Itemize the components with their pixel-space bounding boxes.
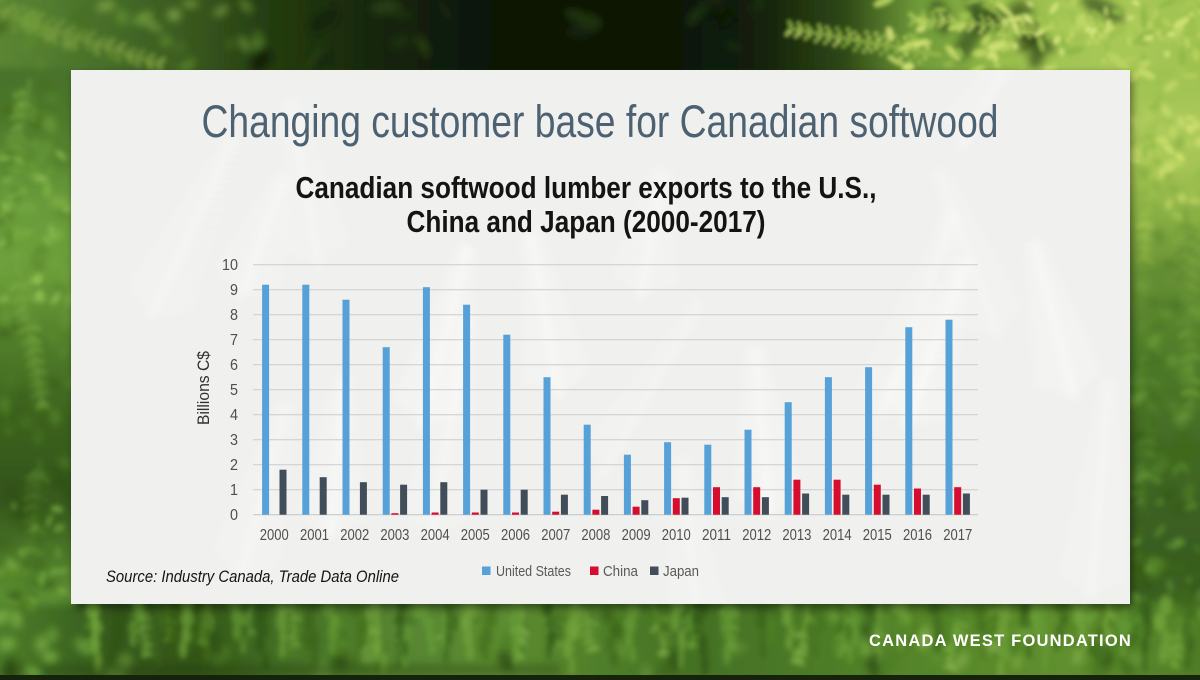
svg-text:2: 2: [230, 457, 238, 474]
svg-text:8: 8: [230, 307, 238, 324]
svg-text:Japan: Japan: [663, 563, 699, 580]
svg-text:Canadian softwood lumber expor: Canadian softwood lumber exports to the …: [296, 170, 877, 205]
svg-text:Changing customer base for Can: Changing customer base for Canadian soft…: [202, 96, 999, 147]
svg-text:6: 6: [230, 357, 238, 374]
svg-text:2003: 2003: [380, 527, 409, 544]
svg-text:2011: 2011: [702, 527, 731, 544]
svg-text:China: China: [603, 563, 639, 580]
svg-text:2017: 2017: [943, 527, 972, 544]
svg-text:4: 4: [230, 407, 238, 424]
svg-text:CANADA WEST FOUNDATION: CANADA WEST FOUNDATION: [869, 632, 1133, 650]
svg-text:Source: Industry Canada, Trade: Source: Industry Canada, Trade Data Onli…: [106, 567, 399, 586]
svg-text:2001: 2001: [300, 527, 329, 544]
svg-text:2006: 2006: [501, 527, 530, 544]
svg-text:2016: 2016: [903, 527, 932, 544]
svg-text:Billions C$: Billions C$: [194, 350, 213, 425]
svg-text:9: 9: [230, 282, 238, 299]
svg-text:5: 5: [230, 382, 238, 399]
svg-text:2007: 2007: [541, 527, 570, 544]
svg-text:2002: 2002: [340, 527, 369, 544]
svg-text:United States: United States: [496, 563, 571, 580]
svg-text:2000: 2000: [260, 527, 289, 544]
svg-text:2009: 2009: [622, 527, 651, 544]
svg-text:2008: 2008: [581, 527, 610, 544]
svg-text:10: 10: [222, 257, 238, 274]
svg-text:1: 1: [230, 482, 238, 499]
svg-text:2010: 2010: [662, 527, 691, 544]
svg-text:China and Japan (2000-2017): China and Japan (2000-2017): [407, 204, 766, 239]
svg-text:7: 7: [230, 332, 238, 349]
svg-text:2005: 2005: [461, 527, 490, 544]
svg-text:2014: 2014: [823, 527, 852, 544]
svg-text:2013: 2013: [782, 527, 811, 544]
svg-text:3: 3: [230, 432, 238, 449]
svg-text:2004: 2004: [421, 527, 450, 544]
svg-text:2012: 2012: [742, 527, 771, 544]
svg-text:0: 0: [230, 507, 238, 524]
svg-text:2015: 2015: [863, 527, 892, 544]
